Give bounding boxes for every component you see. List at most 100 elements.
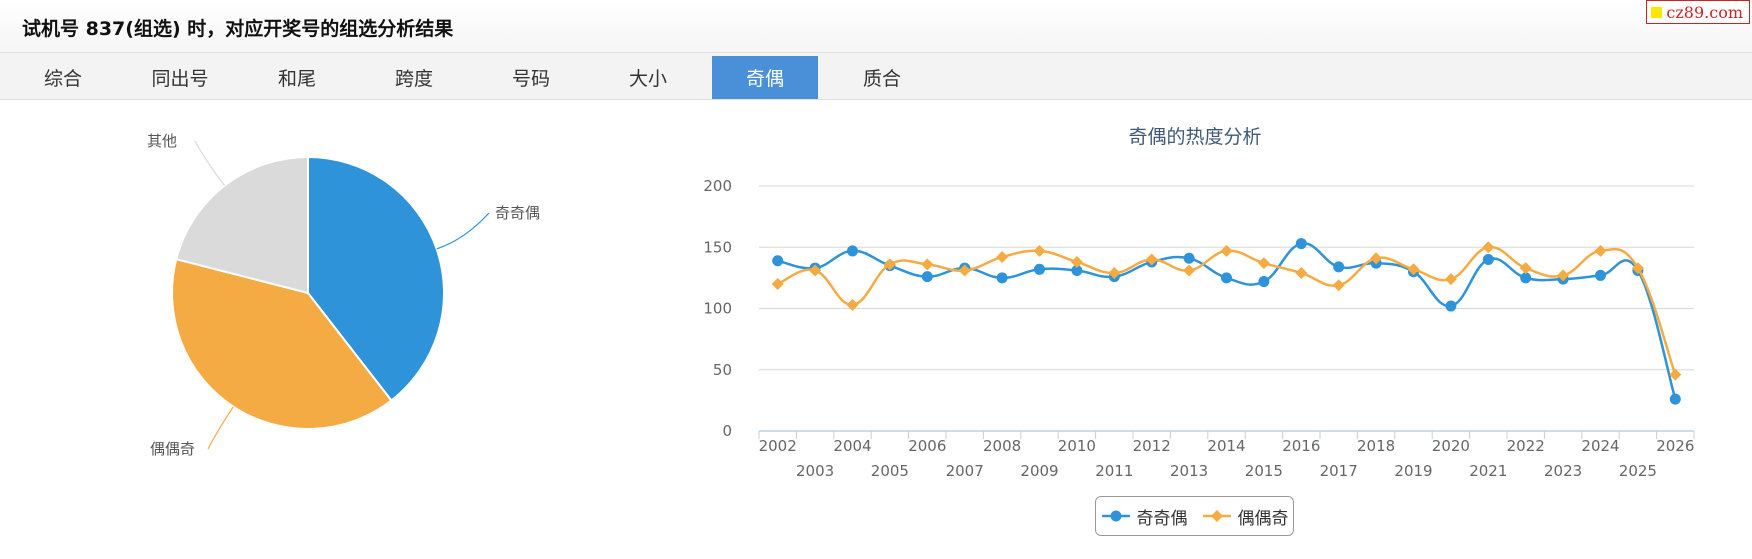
data-point — [1519, 262, 1532, 275]
data-point — [1033, 244, 1046, 257]
watermark-square-icon — [1651, 6, 1663, 18]
data-point — [772, 255, 784, 267]
x-tick-label: 2019 — [1394, 462, 1432, 480]
x-tick-label: 2007 — [946, 462, 984, 480]
data-point — [1407, 263, 1420, 276]
legend-item-偶偶奇[interactable]: 偶偶奇 — [1202, 504, 1289, 529]
x-tick-label: 2023 — [1544, 462, 1582, 480]
data-point — [1295, 238, 1307, 250]
x-tick-label: 2004 — [833, 437, 871, 455]
data-point — [1070, 255, 1083, 268]
data-point — [996, 251, 1009, 264]
x-tick-label: 2013 — [1170, 462, 1208, 480]
x-tick-label: 2010 — [1058, 437, 1096, 455]
x-tick-label: 2008 — [983, 437, 1021, 455]
x-tick-label: 2014 — [1207, 437, 1245, 455]
data-point — [847, 245, 858, 257]
data-point — [996, 272, 1008, 284]
tab-大小[interactable]: 大小 — [628, 68, 667, 90]
pie-slice-0 — [307, 155, 445, 402]
x-tick-label: 2012 — [1133, 437, 1171, 455]
tab-和尾[interactable]: 和尾 — [277, 68, 316, 90]
data-point — [1295, 266, 1308, 279]
y-tick-label: 200 — [703, 177, 732, 195]
data-point — [1520, 272, 1532, 284]
tab-奇偶[interactable]: 奇偶 — [712, 56, 818, 99]
pie-label-0: 奇奇偶 — [495, 204, 540, 222]
data-point — [1257, 257, 1270, 270]
data-point — [809, 264, 822, 277]
x-tick-label: 2005 — [871, 462, 909, 480]
data-point — [1258, 276, 1270, 288]
data-point — [1145, 253, 1158, 266]
data-point — [1071, 265, 1083, 277]
data-point — [1482, 254, 1494, 265]
data-point — [921, 271, 933, 283]
tab-质合[interactable]: 质合 — [862, 68, 901, 90]
data-point — [1221, 272, 1232, 284]
line-chart: 奇偶的热度分析050100150200200220032004200520062… — [703, 126, 1695, 480]
page-title: 试机号 837(组选) 时，对应开奖号的组选分析结果 — [22, 18, 454, 40]
data-point — [1220, 244, 1233, 257]
tab-同出号[interactable]: 同出号 — [151, 68, 209, 90]
tab-综合[interactable]: 综合 — [43, 68, 82, 90]
data-point — [1034, 263, 1045, 275]
y-tick-label: 150 — [703, 238, 732, 256]
pie-connector-2 — [194, 140, 226, 186]
legend-circle-icon — [1101, 510, 1130, 522]
pie-label-1: 偶偶奇 — [150, 440, 195, 458]
x-tick-label: 2011 — [1095, 462, 1133, 480]
series-line-0 — [777, 242, 1677, 400]
x-tick-label: 2020 — [1432, 437, 1470, 455]
data-point — [1183, 252, 1195, 264]
pie-slice-1 — [171, 257, 393, 430]
data-point — [883, 258, 896, 271]
chart-title: 奇偶的热度分析 — [1128, 126, 1261, 148]
tab-号码[interactable]: 号码 — [511, 68, 550, 90]
pie-label-2: 其他 — [147, 132, 177, 150]
data-point — [1332, 279, 1345, 292]
watermark-text: cz89.com — [1666, 2, 1743, 22]
data-point — [846, 298, 859, 311]
data-point — [1445, 300, 1457, 312]
pie-connector-0 — [436, 212, 490, 250]
data-point — [1669, 368, 1682, 381]
x-tick-label: 2017 — [1320, 462, 1358, 480]
x-tick-label: 2025 — [1619, 462, 1657, 480]
y-tick-label: 0 — [722, 422, 732, 440]
title-bar: 试机号 837(组选) 时，对应开奖号的组选分析结果 — [0, 0, 1752, 53]
data-point — [1669, 393, 1681, 405]
x-tick-label: 2021 — [1469, 462, 1507, 480]
tab-跨度[interactable]: 跨度 — [394, 68, 433, 90]
x-tick-label: 2015 — [1245, 462, 1283, 480]
y-tick-label: 50 — [713, 361, 732, 379]
legend-item-奇奇偶[interactable]: 奇奇偶 — [1101, 504, 1188, 529]
x-tick-label: 2006 — [908, 437, 946, 455]
data-point — [1631, 262, 1644, 275]
x-tick-label: 2026 — [1656, 437, 1694, 455]
data-point — [1482, 241, 1495, 254]
data-point — [921, 258, 934, 271]
line-chart-legend: 奇奇偶 偶偶奇 — [1095, 496, 1294, 536]
data-point — [1444, 273, 1457, 286]
x-tick-label: 2018 — [1357, 437, 1395, 455]
data-point — [771, 278, 784, 290]
tab-bar: 综合 同出号 和尾 跨度 号码 大小 奇偶 质合 — [0, 53, 1752, 100]
x-tick-label: 2002 — [759, 437, 797, 455]
x-tick-label: 2022 — [1507, 437, 1545, 455]
legend-label: 偶偶奇 — [1237, 508, 1289, 529]
data-point — [1557, 269, 1570, 282]
site-watermark: cz89.com — [1646, 0, 1750, 24]
x-tick-label: 2003 — [796, 462, 834, 480]
pie-slice-2 — [175, 155, 309, 295]
data-point — [1108, 266, 1121, 279]
x-tick-label: 2016 — [1282, 437, 1320, 455]
series-line-1 — [777, 245, 1677, 376]
pie-connector-1 — [207, 406, 234, 450]
data-point — [1183, 264, 1196, 277]
x-tick-label: 2009 — [1020, 462, 1058, 480]
x-tick-label: 2024 — [1581, 437, 1619, 455]
legend-diamond-icon — [1202, 510, 1231, 522]
data-point — [1370, 252, 1383, 265]
